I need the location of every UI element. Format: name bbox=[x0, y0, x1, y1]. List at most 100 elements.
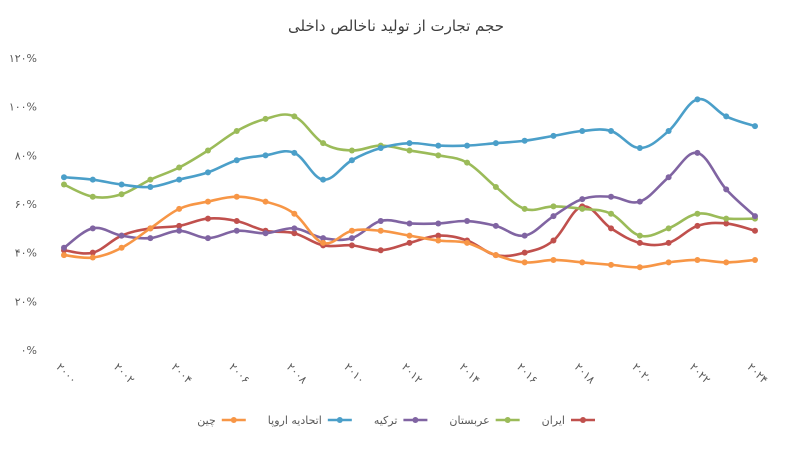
data-point bbox=[579, 196, 586, 203]
data-point bbox=[694, 256, 701, 263]
y-tick-label: ۱۰۰% bbox=[9, 101, 37, 114]
data-point bbox=[61, 252, 67, 259]
data-point bbox=[89, 225, 96, 232]
data-point bbox=[348, 242, 355, 249]
data-point bbox=[291, 210, 298, 217]
x-tick-label: ۲۰۲۴ bbox=[745, 361, 771, 387]
data-point bbox=[464, 142, 471, 149]
data-point bbox=[723, 215, 730, 222]
data-point bbox=[233, 157, 240, 164]
x-tick-label: ۲۰۰۰ bbox=[54, 361, 80, 387]
data-point bbox=[204, 147, 211, 154]
data-point bbox=[262, 115, 269, 122]
data-point bbox=[89, 254, 96, 261]
y-tick-label: ۰% bbox=[21, 344, 37, 357]
data-point bbox=[665, 225, 672, 232]
x-tick-label: ۲۰۲۰ bbox=[629, 361, 655, 387]
data-point bbox=[492, 140, 499, 147]
data-point bbox=[262, 198, 269, 205]
data-point bbox=[118, 244, 125, 251]
data-point bbox=[147, 225, 154, 232]
x-tick-label: ۲۰۲۲ bbox=[687, 361, 713, 387]
data-point bbox=[521, 232, 528, 239]
data-point bbox=[636, 232, 643, 239]
legend-label: عربستان bbox=[449, 414, 489, 427]
series-0 bbox=[61, 203, 758, 259]
series-4 bbox=[61, 193, 758, 271]
data-point bbox=[406, 239, 413, 246]
data-point bbox=[377, 247, 384, 254]
data-point bbox=[521, 205, 528, 212]
data-point bbox=[61, 181, 67, 188]
data-point bbox=[550, 203, 557, 210]
data-point bbox=[694, 210, 701, 217]
data-point bbox=[550, 132, 557, 139]
data-point bbox=[521, 259, 528, 266]
data-point bbox=[636, 145, 643, 152]
data-point bbox=[636, 198, 643, 205]
data-point bbox=[752, 213, 758, 220]
data-point bbox=[752, 123, 758, 130]
y-tick-label: ۲۰% bbox=[15, 295, 37, 308]
data-point bbox=[233, 128, 240, 134]
data-point bbox=[521, 137, 528, 144]
data-point bbox=[608, 193, 615, 200]
data-point bbox=[348, 147, 355, 154]
data-point bbox=[118, 181, 125, 188]
data-point bbox=[348, 235, 355, 242]
data-point bbox=[406, 147, 413, 154]
data-point bbox=[406, 140, 413, 147]
data-point bbox=[204, 235, 211, 242]
y-tick-label: ۴۰% bbox=[15, 247, 37, 260]
legend-swatch-marker bbox=[580, 417, 586, 423]
data-point bbox=[579, 128, 586, 134]
data-point bbox=[464, 159, 471, 166]
data-point bbox=[579, 259, 586, 266]
x-tick-label: ۲۰۱۴ bbox=[457, 361, 483, 387]
data-point bbox=[752, 227, 758, 234]
data-point bbox=[176, 164, 183, 171]
y-tick-label: ۸۰% bbox=[15, 149, 37, 162]
data-point bbox=[176, 205, 183, 212]
x-tick-label: ۲۰۰۲ bbox=[111, 361, 137, 387]
data-point bbox=[176, 227, 183, 234]
data-point bbox=[118, 232, 125, 239]
legend-item: ترکیه bbox=[374, 414, 428, 427]
data-point bbox=[377, 227, 384, 234]
data-point bbox=[665, 239, 672, 246]
data-point bbox=[320, 140, 327, 147]
data-point bbox=[320, 239, 327, 246]
data-point bbox=[608, 225, 615, 232]
data-point bbox=[492, 222, 499, 229]
data-point bbox=[204, 215, 211, 222]
legend-item: چین bbox=[197, 414, 246, 427]
data-point bbox=[723, 220, 730, 227]
data-point bbox=[752, 256, 758, 263]
data-point bbox=[694, 222, 701, 229]
data-point bbox=[608, 128, 615, 134]
legend-label: ترکیه bbox=[374, 414, 398, 427]
data-point bbox=[176, 176, 183, 183]
data-point bbox=[723, 186, 730, 193]
x-tick-label: ۲۰۰۴ bbox=[169, 361, 195, 387]
data-point bbox=[406, 232, 413, 239]
data-point bbox=[377, 218, 384, 225]
data-point bbox=[320, 176, 327, 183]
x-axis: ۲۰۰۰ ۲۰۰۲ ۲۰۰۴ ۲۰۰۶ ۲۰۰۸ ۲۰۱۰ ۲۰۱۲ ۲۰۱۴ ۲۰۱۶ ۲۰۱۸… bbox=[54, 361, 771, 387]
data-point bbox=[406, 220, 413, 227]
data-point bbox=[694, 149, 701, 156]
data-point bbox=[89, 176, 96, 183]
x-tick-label: ۲۰۱۲ bbox=[399, 361, 425, 387]
data-point bbox=[233, 218, 240, 225]
data-point bbox=[204, 198, 211, 205]
data-point bbox=[694, 96, 701, 103]
legend-swatch-marker bbox=[504, 417, 511, 423]
data-point bbox=[550, 213, 557, 220]
legend-swatch-marker bbox=[412, 417, 419, 423]
series-line bbox=[62, 205, 757, 258]
data-point bbox=[435, 220, 442, 227]
data-point bbox=[492, 252, 499, 259]
data-point bbox=[233, 227, 240, 234]
data-point bbox=[435, 152, 442, 159]
